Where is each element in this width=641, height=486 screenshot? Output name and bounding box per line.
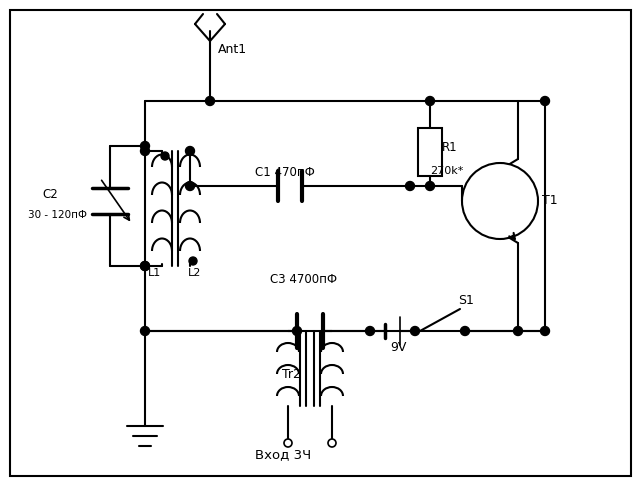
Text: 270k*: 270k*	[430, 166, 463, 176]
Circle shape	[540, 327, 549, 335]
Circle shape	[540, 97, 549, 105]
Bar	[418, 128, 442, 176]
Circle shape	[406, 181, 415, 191]
Circle shape	[513, 327, 522, 335]
Circle shape	[426, 181, 435, 191]
Text: T1: T1	[542, 194, 558, 207]
Circle shape	[140, 141, 149, 151]
Circle shape	[189, 257, 197, 265]
Circle shape	[410, 327, 419, 335]
Circle shape	[460, 327, 469, 335]
Text: C3 4700пФ: C3 4700пФ	[270, 273, 337, 286]
Text: Вход 3Ч: Вход 3Ч	[255, 448, 311, 461]
Circle shape	[185, 181, 194, 191]
Text: 30 - 120пФ: 30 - 120пФ	[28, 210, 87, 220]
Circle shape	[292, 327, 301, 335]
Text: L2: L2	[188, 268, 201, 278]
Circle shape	[140, 146, 149, 156]
Circle shape	[161, 152, 169, 160]
Text: L1: L1	[148, 268, 162, 278]
Circle shape	[462, 163, 538, 239]
Circle shape	[140, 261, 149, 271]
Text: C1 470пФ: C1 470пФ	[255, 166, 315, 179]
Circle shape	[140, 261, 149, 271]
Text: Ant1: Ant1	[218, 43, 247, 56]
Text: Tr2: Tr2	[282, 368, 301, 381]
Circle shape	[185, 146, 194, 156]
Circle shape	[328, 439, 336, 447]
Circle shape	[284, 439, 292, 447]
Circle shape	[206, 97, 215, 105]
Text: R1: R1	[442, 141, 458, 154]
Circle shape	[426, 97, 435, 105]
Text: C2: C2	[42, 188, 58, 201]
Circle shape	[140, 327, 149, 335]
Text: S1: S1	[458, 294, 474, 307]
Circle shape	[365, 327, 374, 335]
Text: 9V: 9V	[390, 341, 406, 354]
